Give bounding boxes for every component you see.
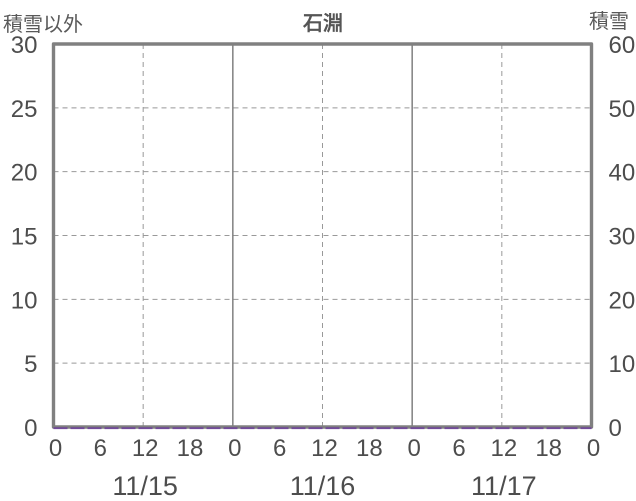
svg-text:11/17: 11/17 [471, 471, 537, 501]
svg-text:25: 25 [11, 96, 38, 123]
svg-text:11/16: 11/16 [290, 471, 356, 501]
svg-text:40: 40 [609, 160, 636, 187]
svg-text:6: 6 [452, 435, 465, 462]
svg-text:20: 20 [11, 160, 38, 187]
svg-text:0: 0 [587, 435, 600, 462]
svg-text:0: 0 [228, 435, 241, 462]
svg-text:18: 18 [356, 435, 383, 462]
svg-text:18: 18 [535, 435, 562, 462]
svg-text:6: 6 [94, 435, 107, 462]
svg-text:0: 0 [407, 435, 420, 462]
svg-text:18: 18 [177, 435, 204, 462]
svg-text:0: 0 [609, 415, 622, 442]
svg-text:60: 60 [609, 32, 636, 59]
svg-text:12: 12 [490, 435, 517, 462]
svg-text:12: 12 [132, 435, 159, 462]
svg-text:0: 0 [49, 435, 62, 462]
svg-text:50: 50 [609, 96, 636, 123]
svg-text:10: 10 [11, 287, 38, 314]
svg-text:30: 30 [609, 224, 636, 251]
svg-text:6: 6 [273, 435, 286, 462]
svg-text:10: 10 [609, 351, 636, 378]
svg-text:12: 12 [311, 435, 338, 462]
svg-text:15: 15 [11, 224, 38, 251]
svg-text:0: 0 [24, 415, 37, 442]
svg-text:11/15: 11/15 [112, 471, 178, 501]
svg-text:5: 5 [24, 351, 37, 378]
svg-text:20: 20 [609, 287, 636, 314]
